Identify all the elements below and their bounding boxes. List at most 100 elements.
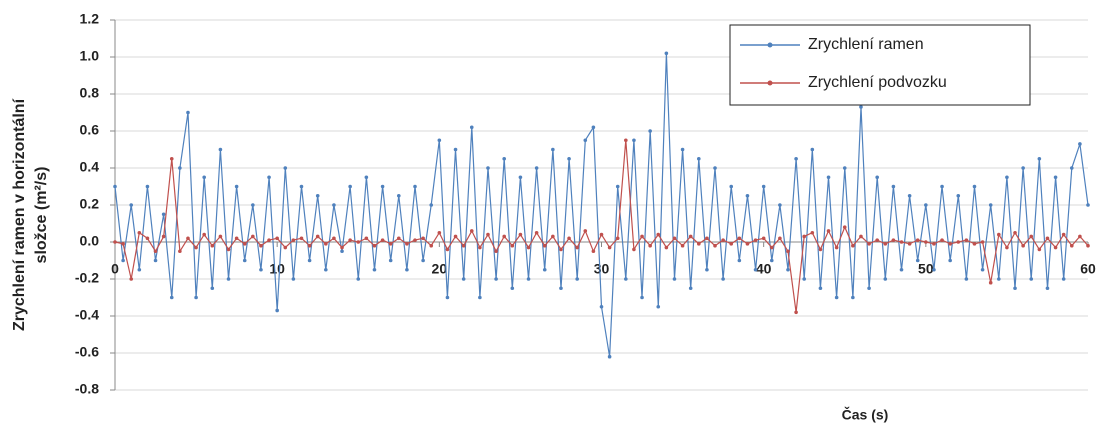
data-point — [1069, 243, 1074, 248]
data-point — [940, 184, 944, 189]
data-point — [1053, 175, 1058, 180]
data-point — [583, 229, 588, 233]
data-point — [607, 245, 612, 250]
data-point — [437, 138, 442, 143]
data-point — [1005, 175, 1009, 180]
data-point — [567, 236, 571, 241]
data-point — [494, 277, 498, 281]
data-point — [372, 243, 377, 248]
data-point — [534, 166, 539, 170]
data-point — [518, 175, 523, 180]
x-tick-label: 60 — [1080, 261, 1096, 277]
data-point — [1013, 286, 1017, 291]
data-point — [656, 304, 661, 309]
data-point — [583, 138, 588, 143]
data-point — [729, 184, 734, 189]
y-tick-label: 1.0 — [80, 48, 100, 64]
x-tick-label: 30 — [594, 261, 610, 277]
data-point — [721, 238, 725, 242]
data-point — [591, 125, 596, 130]
data-point — [242, 242, 247, 246]
data-point — [518, 232, 523, 237]
data-point — [818, 286, 823, 291]
data-point — [859, 234, 863, 239]
y-tick-label: -0.4 — [75, 307, 99, 323]
data-point — [924, 203, 928, 207]
data-point — [348, 238, 352, 242]
data-point — [761, 236, 766, 241]
data-point — [680, 147, 685, 152]
data-point — [388, 242, 393, 246]
data-point — [259, 243, 263, 248]
data-point — [242, 258, 247, 263]
data-point — [891, 238, 896, 242]
data-point — [291, 238, 296, 242]
data-point — [542, 267, 547, 272]
data-point — [948, 258, 952, 263]
data-point — [705, 267, 709, 272]
data-point — [461, 243, 466, 248]
data-point — [494, 249, 498, 254]
data-point — [551, 234, 555, 239]
data-point — [713, 166, 717, 170]
x-axis-title: Čas (s) — [842, 406, 889, 423]
data-point — [899, 240, 904, 244]
data-point — [851, 243, 855, 248]
data-point — [121, 258, 125, 263]
data-point — [437, 230, 442, 235]
data-point — [356, 277, 361, 281]
data-point — [551, 147, 555, 152]
data-point — [315, 234, 320, 239]
data-point — [137, 267, 142, 272]
data-point — [591, 249, 596, 254]
data-point — [226, 247, 231, 252]
data-point — [1086, 203, 1090, 207]
data-point — [324, 267, 328, 272]
data-point — [559, 247, 563, 252]
data-point — [469, 229, 474, 233]
data-point — [380, 184, 385, 189]
data-point — [267, 175, 271, 180]
data-point — [1061, 232, 1066, 237]
data-point — [883, 277, 888, 281]
y-tick-label: -0.8 — [75, 381, 99, 397]
data-point — [502, 156, 507, 161]
data-point — [405, 242, 409, 246]
data-point — [624, 138, 628, 143]
data-point — [1037, 156, 1042, 161]
y-tick-label: 0.0 — [80, 233, 100, 249]
data-point — [332, 236, 336, 241]
data-point — [778, 203, 782, 207]
data-point — [275, 308, 279, 313]
data-point — [688, 234, 693, 239]
data-point — [842, 166, 847, 170]
data-point — [194, 295, 198, 300]
data-point — [542, 243, 547, 248]
data-point — [810, 147, 815, 152]
y-tick-label: 0.4 — [80, 159, 100, 175]
data-point — [275, 236, 279, 241]
data-point — [364, 236, 369, 241]
data-point — [818, 247, 823, 252]
data-point — [234, 184, 239, 189]
data-point — [932, 242, 936, 246]
data-point — [940, 238, 944, 242]
y-axis-title-line: Zrychlení ramen v horizontální — [11, 98, 28, 331]
data-point — [251, 234, 255, 239]
data-point — [599, 232, 604, 237]
data-point — [413, 184, 417, 189]
data-point — [575, 245, 579, 250]
data-point — [778, 236, 782, 241]
data-point — [259, 267, 263, 272]
data-point — [964, 277, 969, 281]
data-point — [210, 243, 215, 248]
data-point — [875, 175, 879, 180]
data-point — [1053, 245, 1058, 250]
data-point — [510, 286, 515, 291]
data-point — [1045, 236, 1050, 241]
data-point — [737, 236, 742, 241]
data-point — [429, 203, 434, 207]
data-point — [980, 267, 985, 272]
data-point — [421, 258, 425, 263]
data-point — [1021, 166, 1025, 170]
